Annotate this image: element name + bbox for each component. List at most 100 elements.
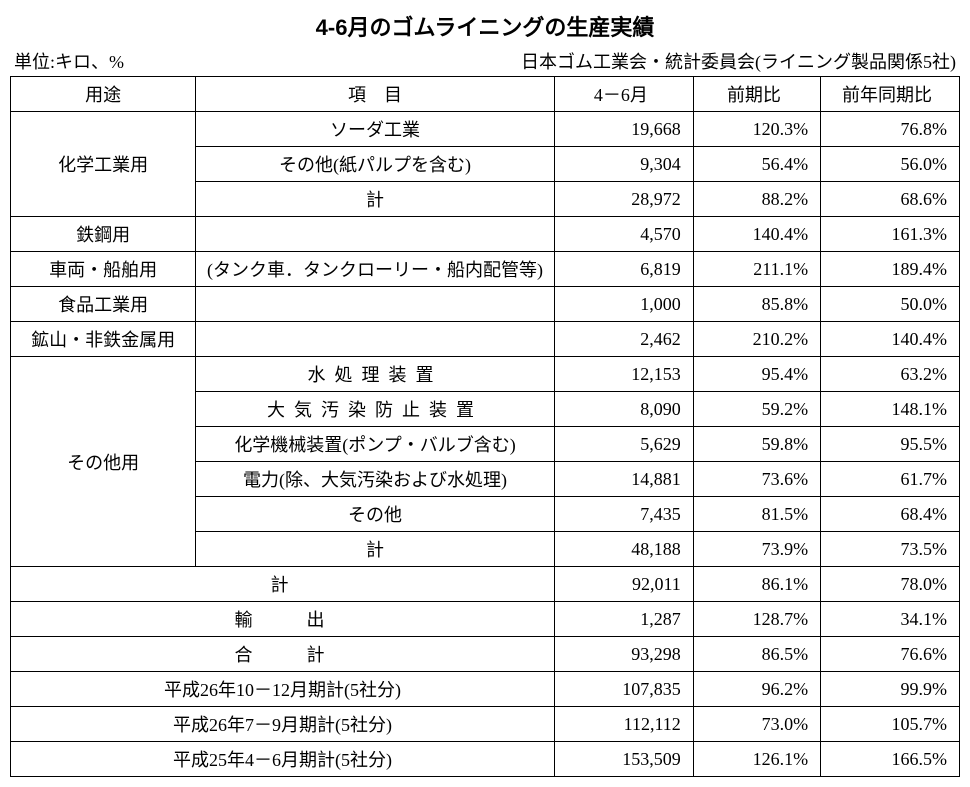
prev-year-cell: 76.8% [821, 112, 960, 147]
value-cell: 92,011 [554, 567, 693, 602]
header-meta: 単位:キロ、% 日本ゴム工業会・統計委員会(ライニング製品関係5社) [10, 48, 960, 74]
prev-period-cell: 126.1% [693, 742, 820, 777]
value-cell: 1,000 [554, 287, 693, 322]
value-cell: 1,287 [554, 602, 693, 637]
prev-year-cell: 189.4% [821, 252, 960, 287]
value-cell: 93,298 [554, 637, 693, 672]
prev-period-cell: 211.1% [693, 252, 820, 287]
value-cell: 112,112 [554, 707, 693, 742]
prev-period-cell: 86.5% [693, 637, 820, 672]
table-footer-row: 平成26年10－12月期計(5社分)107,83596.2%99.9% [11, 672, 960, 707]
prev-period-cell: 85.8% [693, 287, 820, 322]
footer-label: 合計 [11, 637, 555, 672]
item-cell [196, 217, 555, 252]
prev-year-cell: 166.5% [821, 742, 960, 777]
footer-label: 平成26年7－9月期計(5社分) [11, 707, 555, 742]
table-row: 食品工業用 1,00085.8%50.0% [11, 287, 960, 322]
group-label-vehicle: 車両・船舶用 [11, 252, 196, 287]
item-cell: 計 [196, 182, 555, 217]
table-row: 車両・船舶用(タンク車．タンクローリー・船内配管等)6,819211.1%189… [11, 252, 960, 287]
prev-period-cell: 86.1% [693, 567, 820, 602]
col-header-prev-year: 前年同期比 [821, 77, 960, 112]
value-cell: 28,972 [554, 182, 693, 217]
group-label-food: 食品工業用 [11, 287, 196, 322]
prev-year-cell: 105.7% [821, 707, 960, 742]
table-footer-row: 合計93,29886.5%76.6% [11, 637, 960, 672]
prev-period-cell: 59.2% [693, 392, 820, 427]
prev-year-cell: 73.5% [821, 532, 960, 567]
table-footer-row: 計92,01186.1%78.0% [11, 567, 960, 602]
item-cell: 電力(除、大気汚染および水処理) [196, 462, 555, 497]
footer-label: 平成25年4－6月期計(5社分) [11, 742, 555, 777]
value-cell: 5,629 [554, 427, 693, 462]
value-cell: 48,188 [554, 532, 693, 567]
prev-period-cell: 59.8% [693, 427, 820, 462]
prev-year-cell: 140.4% [821, 322, 960, 357]
prev-period-cell: 95.4% [693, 357, 820, 392]
prev-period-cell: 73.0% [693, 707, 820, 742]
item-cell: (タンク車．タンクローリー・船内配管等) [196, 252, 555, 287]
value-cell: 2,462 [554, 322, 693, 357]
table-row: 鉄鋼用 4,570140.4%161.3% [11, 217, 960, 252]
prev-period-cell: 56.4% [693, 147, 820, 182]
prev-period-cell: 73.6% [693, 462, 820, 497]
prev-year-cell: 34.1% [821, 602, 960, 637]
table-header-row: 用途項 目4－6月前期比前年同期比 [11, 77, 960, 112]
value-cell: 19,668 [554, 112, 693, 147]
item-cell: その他(紙パルプを含む) [196, 147, 555, 182]
footer-label: 平成26年10－12月期計(5社分) [11, 672, 555, 707]
item-cell [196, 287, 555, 322]
prev-period-cell: 210.2% [693, 322, 820, 357]
prev-year-cell: 76.6% [821, 637, 960, 672]
col-header-item: 項 目 [196, 77, 555, 112]
footer-label: 輸出 [11, 602, 555, 637]
production-table: 用途項 目4－6月前期比前年同期比化学工業用ソーダ工業19,668120.3%7… [10, 76, 960, 777]
group-label-steel: 鉄鋼用 [11, 217, 196, 252]
prev-period-cell: 120.3% [693, 112, 820, 147]
value-cell: 9,304 [554, 147, 693, 182]
prev-year-cell: 78.0% [821, 567, 960, 602]
prev-year-cell: 63.2% [821, 357, 960, 392]
prev-period-cell: 73.9% [693, 532, 820, 567]
col-header-period: 4－6月 [554, 77, 693, 112]
footer-label: 計 [11, 567, 555, 602]
value-cell: 8,090 [554, 392, 693, 427]
prev-year-cell: 95.5% [821, 427, 960, 462]
value-cell: 14,881 [554, 462, 693, 497]
item-cell: その他 [196, 497, 555, 532]
value-cell: 4,570 [554, 217, 693, 252]
prev-year-cell: 50.0% [821, 287, 960, 322]
group-label-chemical: 化学工業用 [11, 112, 196, 217]
col-header-prev-period: 前期比 [693, 77, 820, 112]
prev-period-cell: 96.2% [693, 672, 820, 707]
item-cell: 計 [196, 532, 555, 567]
prev-period-cell: 81.5% [693, 497, 820, 532]
item-cell: 化学機械装置(ポンプ・バルブ含む) [196, 427, 555, 462]
unit-label: 単位:キロ、% [14, 48, 124, 74]
group-label-mining: 鉱山・非鉄金属用 [11, 322, 196, 357]
prev-year-cell: 99.9% [821, 672, 960, 707]
item-cell: 大気汚染防止装置 [196, 392, 555, 427]
table-row: 鉱山・非鉄金属用 2,462210.2%140.4% [11, 322, 960, 357]
table-footer-row: 輸出1,287128.7%34.1% [11, 602, 960, 637]
value-cell: 7,435 [554, 497, 693, 532]
prev-year-cell: 68.6% [821, 182, 960, 217]
prev-year-cell: 56.0% [821, 147, 960, 182]
prev-year-cell: 161.3% [821, 217, 960, 252]
col-header-use: 用途 [11, 77, 196, 112]
group-label-other: その他用 [11, 357, 196, 567]
table-row: 化学工業用ソーダ工業19,668120.3%76.8% [11, 112, 960, 147]
prev-year-cell: 68.4% [821, 497, 960, 532]
source-label: 日本ゴム工業会・統計委員会(ライニング製品関係5社) [521, 48, 956, 74]
table-footer-row: 平成25年4－6月期計(5社分)153,509126.1%166.5% [11, 742, 960, 777]
prev-year-cell: 148.1% [821, 392, 960, 427]
value-cell: 12,153 [554, 357, 693, 392]
page-title: 4-6月のゴムライニングの生産実績 [10, 10, 960, 42]
prev-period-cell: 88.2% [693, 182, 820, 217]
prev-period-cell: 128.7% [693, 602, 820, 637]
prev-period-cell: 140.4% [693, 217, 820, 252]
value-cell: 107,835 [554, 672, 693, 707]
item-cell: ソーダ工業 [196, 112, 555, 147]
value-cell: 6,819 [554, 252, 693, 287]
value-cell: 153,509 [554, 742, 693, 777]
